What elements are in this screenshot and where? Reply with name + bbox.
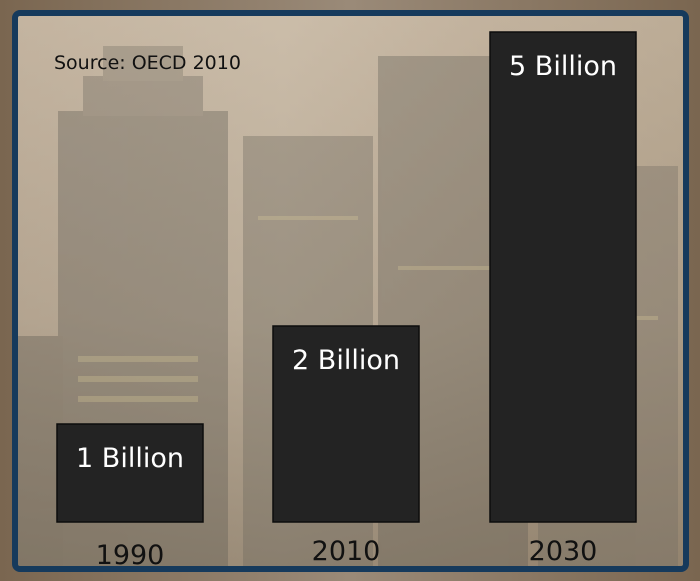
bar-2030 [489,31,637,523]
bar-chart: 1 Billion 1990 2 Billion 2010 5 Billion 2030 [56,31,637,566]
bar-data-label: 2 Billion [292,345,400,376]
x-tick-label: 2010 [312,536,381,566]
bar-data-label: 5 Billion [509,51,617,82]
x-tick-label: 1990 [96,540,165,566]
chart-panel: Source: OECD 2010 1 Billion 1990 2 Billion… [12,10,689,572]
x-tick-label: 2030 [529,536,598,566]
bar-data-label: 1 Billion [76,443,184,474]
source-note: Source: OECD 2010 [54,52,241,74]
bar-1990 [56,423,204,523]
bar-2010 [272,325,420,523]
